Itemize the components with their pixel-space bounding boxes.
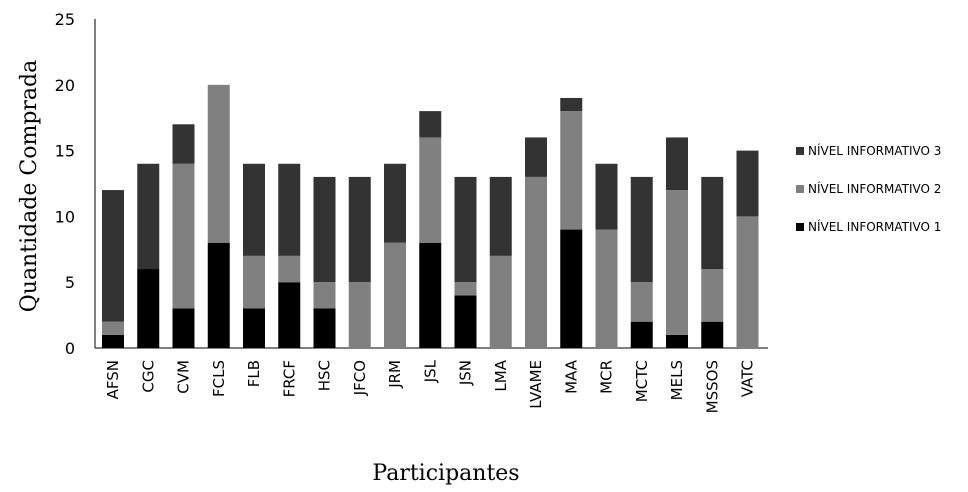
bar-segment-flb-series-2 <box>243 255 265 309</box>
bar-segment-maa-series-3 <box>560 97 583 112</box>
legend-label: NÍVEL INFORMATIVO 2 <box>808 181 941 196</box>
bar-segment-frcf-series-2 <box>278 255 301 283</box>
bar-segment-lvame-series-3 <box>525 137 547 177</box>
legend-label: NÍVEL INFORMATIVO 1 <box>808 219 941 234</box>
bar-segment-mssos-series-2 <box>701 269 724 322</box>
x-tick-label: MAA <box>562 359 580 394</box>
bar-segment-lma-series-3 <box>489 176 512 256</box>
y-axis-title: Quantidade Comprada <box>17 60 42 313</box>
bar-segment-jsl-series-2 <box>419 137 442 243</box>
bar-segment-mctc-series-3 <box>630 176 653 283</box>
bar-segment-afsn-series-2 <box>102 321 124 335</box>
bar-segment-flb-series-3 <box>243 163 265 256</box>
bar-segment-hsc-series-3 <box>313 176 336 283</box>
bar-segment-jfco-series-2 <box>348 282 371 348</box>
y-tick-label: 15 <box>55 142 75 161</box>
y-tick-label: 0 <box>65 339 75 358</box>
bar-segment-hsc-series-2 <box>313 282 336 309</box>
bar-segment-flb-series-1 <box>243 308 265 348</box>
bar-segment-afsn-series-1 <box>102 334 124 348</box>
x-tick-label: MSSOS <box>703 360 721 413</box>
bar-segment-jsn-series-2 <box>454 282 477 296</box>
bar-segment-mels-series-2 <box>666 190 688 335</box>
bar-segment-mcr-series-2 <box>595 229 618 348</box>
y-tick-label: 10 <box>55 207 75 226</box>
x-tick-label: JSL <box>421 359 439 383</box>
x-tick-label: JRM <box>386 360 404 389</box>
bar-segment-jsl-series-1 <box>419 242 442 348</box>
bar-segment-jrm-series-3 <box>384 163 406 243</box>
bar-segment-vatc-series-2 <box>736 216 759 348</box>
bar-segment-frcf-series-3 <box>278 163 301 256</box>
bar-segment-cgc-series-3 <box>137 163 160 270</box>
bar-segment-mcr-series-3 <box>595 163 618 230</box>
bar-segment-maa-series-1 <box>560 229 583 348</box>
x-axis-category-labels: AFSN CGC CVM FCLS FLB FRCF HSC JFCO JRM JSL JSN LMA… <box>104 359 757 413</box>
bar-segment-cgc-series-1 <box>137 269 160 348</box>
bar-segment-maa-series-2 <box>560 111 583 230</box>
x-tick-label: HSC <box>316 360 334 391</box>
bar-segment-vatc-series-3 <box>736 150 759 217</box>
bar-segment-cvm-series-2 <box>172 163 195 309</box>
bar-segment-jsn-series-1 <box>454 295 477 348</box>
bar-segment-hsc-series-1 <box>313 308 336 348</box>
x-tick-label: MCR <box>598 360 616 394</box>
legend-swatch <box>796 185 804 193</box>
x-tick-label: VATC <box>739 360 757 397</box>
legend-swatch <box>796 223 804 231</box>
bar-segment-frcf-series-1 <box>278 282 301 348</box>
x-tick-label: FRCF <box>280 360 298 397</box>
bar-segment-cvm-series-1 <box>172 308 195 348</box>
bar-segment-jsn-series-3 <box>454 176 477 283</box>
bar-segment-mels-series-3 <box>666 137 688 191</box>
bar-segment-fcls-series-1 <box>207 242 230 348</box>
bars-group <box>102 84 759 348</box>
bar-segment-jfco-series-3 <box>348 176 371 283</box>
legend-swatch <box>796 147 804 155</box>
x-tick-label: FCLS <box>210 360 228 397</box>
y-tick-label: 25 <box>55 10 75 29</box>
y-tick-label: 5 <box>65 273 75 292</box>
x-tick-label: MELS <box>668 360 686 400</box>
bar-segment-lma-series-2 <box>489 255 512 348</box>
bar-segment-mctc-series-1 <box>630 321 653 348</box>
bar-segment-cvm-series-3 <box>172 124 195 164</box>
bar-segment-fcls-series-2 <box>207 84 230 243</box>
bar-segment-lvame-series-2 <box>525 176 547 348</box>
bar-segment-mctc-series-2 <box>630 282 653 322</box>
x-tick-label: CGC <box>139 360 157 393</box>
x-tick-label: JFCO <box>351 360 369 396</box>
legend: NÍVEL INFORMATIVO 3 NÍVEL INFORMATIVO 2 NÍ… <box>796 143 941 234</box>
y-tick-label: 20 <box>55 76 75 95</box>
bar-segment-afsn-series-3 <box>102 190 124 322</box>
x-tick-label: LVAME <box>527 360 545 409</box>
bar-segment-mssos-series-3 <box>701 176 724 270</box>
x-tick-label: AFSN <box>104 360 122 399</box>
bar-segment-jrm-series-2 <box>384 242 406 348</box>
x-axis-title: Participantes <box>372 461 519 486</box>
x-tick-label: JSN <box>457 360 475 386</box>
x-tick-label: CVM <box>175 360 193 394</box>
bar-segment-jsl-series-3 <box>419 111 442 138</box>
x-tick-label: LMA <box>492 359 510 391</box>
bar-segment-mels-series-1 <box>666 334 688 348</box>
x-tick-label: MCTC <box>633 360 651 402</box>
y-axis-tick-labels: 0 5 10 15 20 25 <box>55 10 75 358</box>
x-tick-label: FLB <box>245 360 263 387</box>
bar-segment-mssos-series-1 <box>701 321 724 348</box>
legend-label: NÍVEL INFORMATIVO 3 <box>808 143 941 158</box>
